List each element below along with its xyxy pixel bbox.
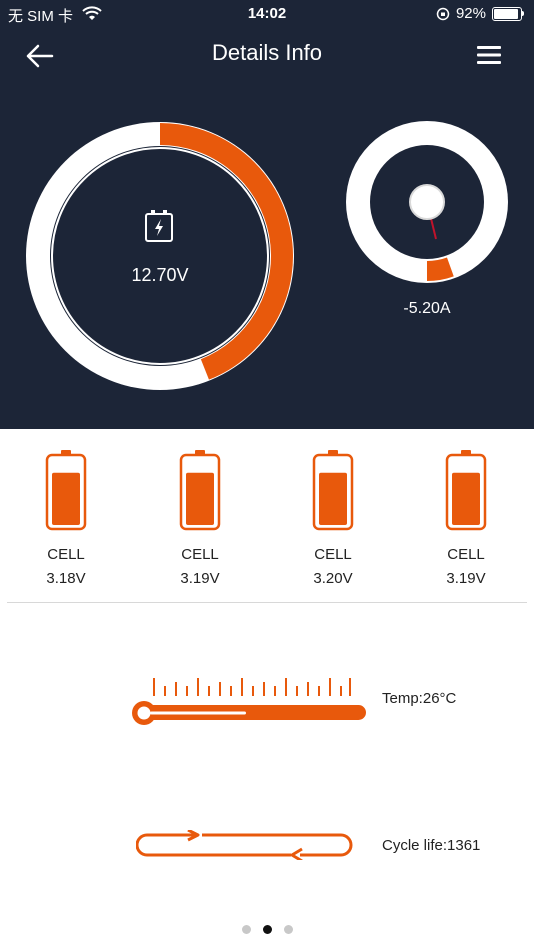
page-indicator[interactable] xyxy=(0,925,534,934)
status-time: 14:02 xyxy=(247,5,287,22)
voltage-gauge-fill xyxy=(159,123,293,380)
battery-percent: 92% xyxy=(455,5,486,22)
gauge-hub xyxy=(409,184,445,220)
page-dot[interactable] xyxy=(283,925,293,934)
thermometer-icon xyxy=(132,678,366,725)
status-bar: 无 SIM 卡 14:02 92% xyxy=(0,0,534,28)
cell-list: CELL 3.18V CELL 3.19V CELL 3.20V CELL 3.… xyxy=(0,449,534,599)
section-divider xyxy=(7,602,527,603)
cell-label: CELL xyxy=(447,546,485,563)
voltage-gauge xyxy=(26,122,294,390)
battery-status-icon xyxy=(492,6,524,21)
wifi-icon xyxy=(82,6,102,20)
cell-item: CELL 3.18V xyxy=(16,449,116,587)
page-dot[interactable] xyxy=(241,925,251,934)
cell-item: CELL 3.19V xyxy=(416,449,516,587)
temperature-label: Temp:26°C xyxy=(382,690,457,707)
cell-item: CELL 3.20V xyxy=(283,449,383,587)
carrier-label: 无 SIM 卡 xyxy=(8,8,74,25)
current-value: -5.20A xyxy=(403,300,451,317)
cell-battery-icon xyxy=(445,450,487,531)
current-gauge xyxy=(346,121,508,283)
cell-label: CELL xyxy=(181,546,219,563)
battery-charging-icon xyxy=(145,210,173,242)
hamburger-menu-icon[interactable] xyxy=(476,42,502,68)
cell-voltage: 3.19V xyxy=(180,570,220,587)
page-dot[interactable] xyxy=(262,925,272,934)
cell-label: CELL xyxy=(47,546,85,563)
cell-battery-icon xyxy=(179,450,221,531)
cell-item: CELL 3.19V xyxy=(150,449,250,587)
arrow-left-icon[interactable] xyxy=(22,38,58,74)
voltage-value: 12.70V xyxy=(131,265,189,285)
cell-label: CELL xyxy=(314,546,352,563)
page-title: Details Info xyxy=(211,40,323,65)
cell-voltage: 3.18V xyxy=(46,570,86,587)
cell-voltage: 3.19V xyxy=(446,570,486,587)
cell-battery-icon xyxy=(312,450,354,531)
cell-voltage: 3.20V xyxy=(313,570,353,587)
current-gauge-fill xyxy=(426,257,454,281)
cycle-arrows-icon xyxy=(136,830,353,860)
cell-battery-icon xyxy=(45,450,87,531)
status-right: 92% xyxy=(436,5,524,22)
orientation-lock-icon xyxy=(436,7,450,20)
nav-bar: Details Info xyxy=(0,28,534,82)
cycle-life-label: Cycle life:1361 xyxy=(382,837,481,854)
